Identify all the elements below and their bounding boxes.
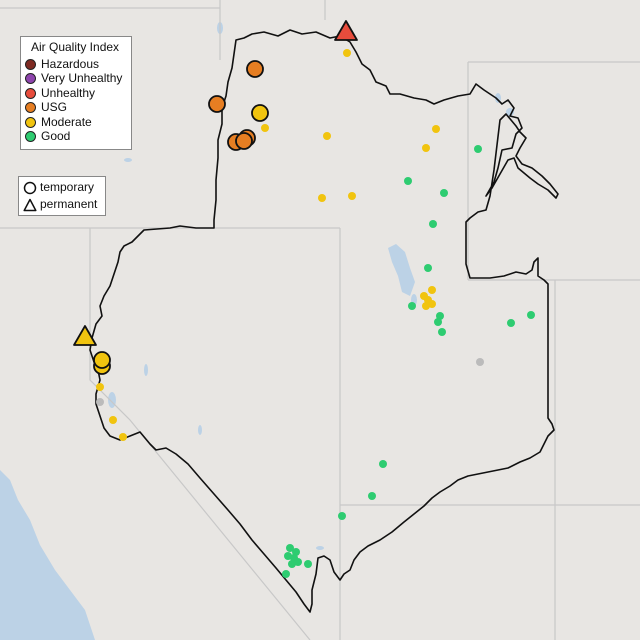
idaho-reservoir (124, 158, 132, 162)
legend-item-label: Unhealthy (41, 86, 96, 100)
legend-item-label: permanent (40, 197, 98, 211)
station-marker[interactable] (261, 124, 269, 132)
station-marker[interactable] (96, 383, 104, 391)
station-marker[interactable] (96, 398, 104, 406)
station-marker[interactable] (235, 132, 253, 150)
station-marker[interactable] (428, 286, 436, 294)
station-marker[interactable] (119, 433, 127, 441)
unhealthy-swatch-icon (25, 88, 36, 99)
legend-item-label: temporary (40, 180, 95, 194)
pyramid-lake (144, 364, 148, 376)
legend-item-label: Hazardous (41, 57, 100, 71)
stations-moderate (73, 49, 440, 441)
usg-swatch-icon (25, 102, 36, 113)
triangle-icon (23, 198, 37, 212)
stations-unhealthy (334, 20, 358, 41)
station-marker[interactable] (429, 220, 437, 228)
station-marker[interactable] (424, 264, 432, 272)
station-marker[interactable] (422, 144, 430, 152)
lakes (108, 22, 514, 550)
station-marker[interactable] (474, 145, 482, 153)
station-marker[interactable] (93, 351, 111, 369)
station-marker[interactable] (527, 311, 535, 319)
circle-icon (23, 181, 37, 195)
station-marker[interactable] (286, 544, 294, 552)
station-marker[interactable] (318, 194, 326, 202)
station-marker[interactable] (408, 302, 416, 310)
station-marker[interactable] (476, 358, 484, 366)
stations-usg (208, 60, 264, 151)
moderate-swatch-icon (25, 117, 36, 128)
great-salt-lake (388, 244, 415, 296)
station-marker[interactable] (434, 318, 442, 326)
station-marker[interactable] (422, 302, 430, 310)
very-unhealthy-swatch-icon (25, 73, 36, 84)
hazardous-swatch-icon (25, 59, 36, 70)
legend-title: Air Quality Index (31, 40, 120, 54)
station-marker[interactable] (338, 512, 346, 520)
stations-no-data (96, 358, 484, 406)
station-marker[interactable] (343, 49, 351, 57)
station-marker[interactable] (440, 189, 448, 197)
stations-good (282, 145, 535, 578)
permanent-station-marker[interactable] (334, 20, 358, 41)
good-swatch-icon (25, 131, 36, 142)
station-marker[interactable] (368, 492, 376, 500)
pacific-ocean (0, 470, 95, 640)
station-marker[interactable] (348, 192, 356, 200)
permanent-station-marker[interactable] (73, 325, 97, 346)
legend-item-label: Good (41, 129, 71, 143)
station-marker[interactable] (304, 560, 312, 568)
legend-item-label: Moderate (41, 115, 92, 129)
station-marker[interactable] (288, 560, 296, 568)
station-marker[interactable] (282, 570, 290, 578)
walker-lake (198, 425, 202, 435)
station-type-legend: temporary permanent (18, 176, 106, 216)
station-marker[interactable] (404, 177, 412, 185)
station-marker[interactable] (109, 416, 117, 424)
station-marker[interactable] (251, 104, 269, 122)
lake-mead (316, 546, 324, 550)
station-marker[interactable] (246, 60, 264, 78)
station-marker[interactable] (323, 132, 331, 140)
station-marker[interactable] (432, 125, 440, 133)
aqi-legend: Air Quality Index Hazardous Very Unhealt… (20, 36, 132, 150)
station-marker[interactable] (379, 460, 387, 468)
yellowstone-lake (506, 108, 514, 116)
station-marker[interactable] (507, 319, 515, 327)
station-marker[interactable] (208, 95, 226, 113)
legend-item-label: Very Unhealthy (41, 71, 123, 85)
station-marker[interactable] (438, 328, 446, 336)
legend-item-label: USG (41, 100, 68, 114)
